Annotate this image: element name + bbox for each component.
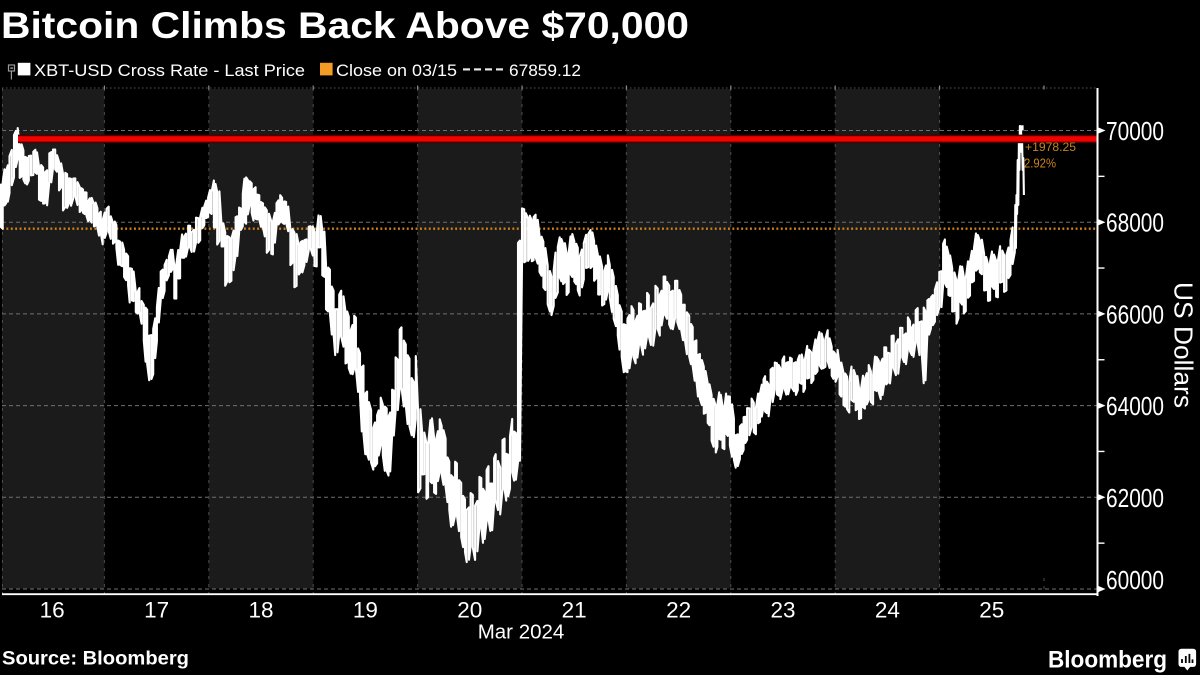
- svg-text:20: 20: [457, 598, 482, 623]
- svg-text:Bloomberg: Bloomberg: [1048, 646, 1167, 673]
- svg-text:US Dollars: US Dollars: [1169, 282, 1199, 408]
- svg-text:23: 23: [770, 598, 795, 623]
- svg-text:Close on 03/15: Close on 03/15: [336, 61, 457, 80]
- svg-text:66000: 66000: [1106, 299, 1164, 329]
- svg-text:16: 16: [40, 598, 65, 623]
- svg-text:68000: 68000: [1106, 208, 1164, 238]
- svg-text:62000: 62000: [1106, 483, 1164, 513]
- svg-text:Mar 2024: Mar 2024: [478, 620, 565, 643]
- svg-text:70000: 70000: [1106, 116, 1164, 146]
- svg-text:Source: Bloomberg: Source: Bloomberg: [2, 649, 189, 670]
- svg-text:2.92%: 2.92%: [1024, 157, 1056, 171]
- svg-text:19: 19: [353, 598, 378, 623]
- svg-text:21: 21: [562, 598, 587, 623]
- svg-text:67859.12: 67859.12: [509, 61, 581, 80]
- svg-text:+1978.25: +1978.25: [1025, 142, 1076, 154]
- svg-text:17: 17: [144, 598, 169, 623]
- svg-text:60000: 60000: [1106, 565, 1164, 595]
- svg-text:XBT-USD Cross Rate - Last Pric: XBT-USD Cross Rate - Last Price: [34, 61, 305, 80]
- svg-text:24: 24: [875, 598, 900, 623]
- svg-text:18: 18: [248, 598, 273, 623]
- svg-text:25: 25: [979, 598, 1004, 623]
- svg-text:22: 22: [666, 598, 691, 623]
- svg-text:Bitcoin Climbs Back Above $70,: Bitcoin Climbs Back Above $70,000: [1, 4, 689, 46]
- svg-text:64000: 64000: [1106, 391, 1164, 421]
